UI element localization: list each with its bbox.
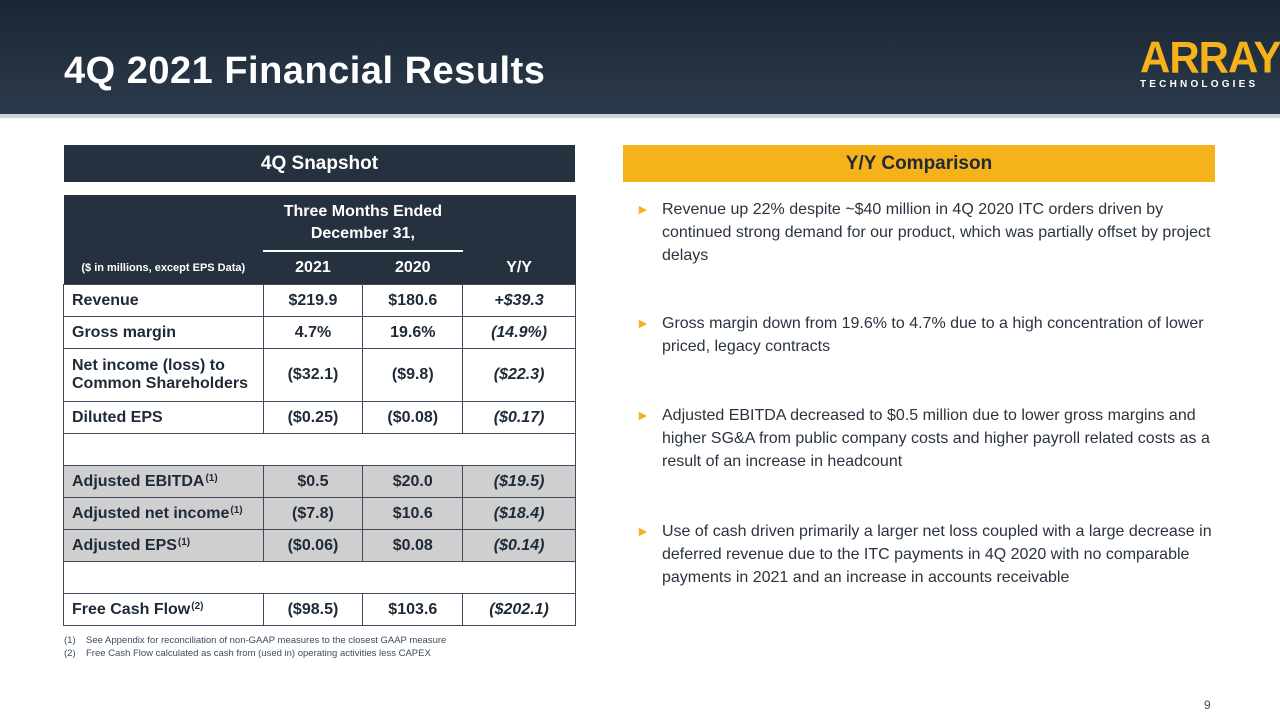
row-label: Gross margin	[63, 316, 264, 349]
row-label: Adjusted net income(1)	[63, 497, 264, 530]
value-yy: ($18.4)	[462, 497, 576, 530]
bullet-text: Use of cash driven primarily a larger ne…	[662, 523, 1212, 586]
header-divider	[0, 114, 1280, 118]
table-row: Adjusted net income(1) ($7.8) $10.6 ($18…	[63, 497, 576, 530]
table-column-row: ($ in millions, except EPS Data) 2021 20…	[63, 251, 576, 285]
table-row: Diluted EPS ($0.25) ($0.08) ($0.17)	[63, 401, 576, 434]
period-line-2: December 31,	[310, 224, 415, 242]
bullet-item: ► Use of cash driven primarily a larger …	[636, 520, 1216, 589]
triangle-bullet-icon: ►	[636, 315, 650, 331]
footnote-ref: (1)	[230, 504, 243, 516]
row-label: Diluted EPS	[63, 401, 264, 434]
snapshot-heading: 4Q Snapshot	[64, 145, 575, 182]
slide-header	[0, 0, 1280, 114]
table-row: Adjusted EPS(1) ($0.06) $0.08 ($0.14)	[63, 529, 576, 562]
bullet-text: Adjusted EBITDA decreased to $0.5 millio…	[662, 407, 1210, 470]
spacer-row	[63, 561, 576, 594]
col-yy: Y/Y	[462, 251, 576, 285]
bullet-item: ► Gross margin down from 19.6% to 4.7% d…	[636, 312, 1216, 358]
value-2021: ($0.25)	[262, 401, 364, 434]
col-2021: 2021	[263, 251, 363, 285]
logo-wordmark: ARRAY	[1140, 32, 1280, 83]
comparison-heading: Y/Y Comparison	[623, 145, 1215, 182]
value-2021: ($32.1)	[262, 348, 364, 402]
col-2020: 2020	[362, 251, 463, 285]
row-label: Revenue	[63, 284, 264, 317]
value-2020: ($0.08)	[362, 401, 464, 434]
value-yy: ($0.14)	[462, 529, 576, 562]
triangle-bullet-icon: ►	[636, 523, 650, 539]
bullet-item: ► Revenue up 22% despite ~$40 million in…	[636, 198, 1216, 267]
value-2020: $20.0	[362, 465, 464, 498]
footnote: (2) Free Cash Flow calculated as cash fr…	[64, 647, 446, 660]
value-yy: ($19.5)	[462, 465, 576, 498]
value-yy: ($22.3)	[462, 348, 576, 402]
value-2021: $0.5	[262, 465, 364, 498]
value-2020: ($9.8)	[362, 348, 464, 402]
row-label-text: Adjusted EPS	[72, 536, 177, 554]
footnote-text: Free Cash Flow calculated as cash from (…	[86, 648, 431, 659]
footnote-number: (2)	[64, 648, 76, 659]
financial-table: Three Months Ended December 31, ($ in mi…	[63, 195, 576, 626]
page-number: 9	[1204, 698, 1211, 712]
table-row: Revenue $219.9 $180.6 +$39.3	[63, 284, 576, 317]
period-label: Three Months Ended December 31,	[263, 195, 463, 252]
bullet-item: ► Adjusted EBITDA decreased to $0.5 mill…	[636, 404, 1216, 473]
table-row: Adjusted EBITDA(1) $0.5 $20.0 ($19.5)	[63, 465, 576, 498]
value-2020: $0.08	[362, 529, 464, 562]
value-2020: $103.6	[362, 593, 464, 626]
logo-subtext: TECHNOLOGIES	[1140, 79, 1259, 90]
value-2020: $10.6	[362, 497, 464, 530]
value-2020: $180.6	[362, 284, 464, 317]
footnote-number: (1)	[64, 635, 76, 646]
footnote-text: See Appendix for reconciliation of non-G…	[86, 635, 447, 646]
triangle-bullet-icon: ►	[636, 407, 650, 423]
table-header-row: Three Months Ended December 31,	[63, 195, 576, 252]
row-label-text: Adjusted net income	[72, 504, 230, 522]
row-label: Adjusted EBITDA(1)	[63, 465, 264, 498]
value-2020: 19.6%	[362, 316, 464, 349]
table-row: Net income (loss) to Common Shareholders…	[63, 348, 576, 402]
footnote-ref: (2)	[191, 600, 204, 612]
footnote-ref: (1)	[177, 536, 191, 548]
triangle-bullet-icon: ►	[636, 201, 650, 217]
value-2021: ($0.06)	[262, 529, 364, 562]
footnotes: (1) See Appendix for reconciliation of n…	[64, 634, 446, 660]
value-2021: $219.9	[262, 284, 364, 317]
row-label: Net income (loss) to Common Shareholders	[63, 348, 264, 402]
footnote: (1) See Appendix for reconciliation of n…	[64, 634, 446, 647]
bullet-text: Revenue up 22% despite ~$40 million in 4…	[662, 201, 1211, 264]
value-yy: +$39.3	[462, 284, 576, 317]
value-yy: ($0.17)	[462, 401, 576, 434]
row-label: Free Cash Flow(2)	[63, 593, 264, 626]
array-logo: ARRAY TECHNOLOGIES	[1140, 32, 1280, 90]
value-2021: 4.7%	[262, 316, 364, 349]
row-label-text: Adjusted EBITDA	[72, 472, 205, 490]
table-row: Free Cash Flow(2) ($98.5) $103.6 ($202.1…	[63, 593, 576, 626]
table-row: Gross margin 4.7% 19.6% (14.9%)	[63, 316, 576, 349]
bullet-text: Gross margin down from 19.6% to 4.7% due…	[662, 315, 1204, 355]
page-title: 4Q 2021 Financial Results	[64, 50, 546, 92]
spacer-row	[63, 433, 576, 466]
period-line-1: Three Months Ended	[283, 202, 442, 220]
value-yy: ($202.1)	[462, 593, 576, 626]
value-yy: (14.9%)	[462, 316, 576, 349]
units-label: ($ in millions, except EPS Data)	[63, 251, 264, 285]
value-2021: ($7.8)	[262, 497, 364, 530]
row-label: Adjusted EPS(1)	[63, 529, 264, 562]
footnote-ref: (1)	[205, 472, 218, 484]
row-label-text: Free Cash Flow	[72, 600, 191, 618]
value-2021: ($98.5)	[262, 593, 364, 626]
